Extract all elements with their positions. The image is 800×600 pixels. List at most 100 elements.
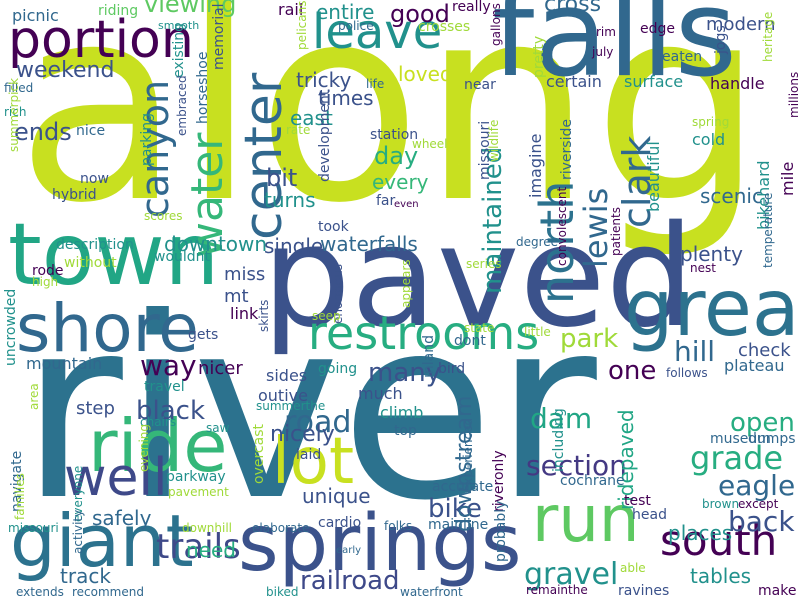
word-near: near: [464, 77, 496, 93]
word-turns: turns: [264, 188, 316, 212]
word-nest: nest: [690, 261, 716, 275]
word-shore: shore: [16, 290, 199, 367]
word-temperature: temperature: [761, 192, 775, 268]
word-early: early: [336, 545, 362, 556]
word-top: top: [394, 423, 417, 439]
word-good: good: [390, 0, 450, 28]
word-river: river: [20, 264, 597, 555]
word-road: road: [284, 405, 352, 440]
word-center: center: [234, 72, 294, 240]
word-edge: edge: [640, 21, 675, 37]
word-weekend: weekend: [16, 58, 115, 83]
word-area: area: [27, 383, 41, 410]
word-pavement: pavement: [168, 485, 229, 499]
word-pelicans: pelicans: [295, 0, 309, 50]
word-rim: rim: [596, 25, 616, 39]
word-hill: hill: [674, 335, 716, 368]
word-viewing: viewing: [144, 0, 237, 18]
word-safely: safely: [92, 506, 152, 530]
word-recommend: recommend: [72, 585, 144, 599]
word-railroad: railroad: [300, 566, 400, 596]
word-filled: filled: [4, 81, 34, 95]
word-climb: climb: [380, 403, 424, 422]
word-without: without: [64, 255, 117, 271]
word-embraced: embraced: [175, 75, 189, 136]
word-description: description: [56, 237, 134, 253]
word-outive: outive: [258, 386, 308, 405]
word-overcast: overcast: [251, 424, 267, 484]
word-back: back: [728, 505, 795, 538]
word-along: along: [16, 0, 765, 262]
word-wheel: wheel: [412, 137, 448, 151]
word-miss: miss: [224, 264, 266, 285]
word-dont: dont: [454, 333, 486, 349]
word-test: test: [624, 493, 651, 509]
word-convolescent: convolescent: [555, 186, 569, 266]
word-seep: seep: [312, 309, 341, 323]
word-evening: evening: [137, 423, 151, 472]
word-step: step: [76, 398, 115, 419]
word-little: little: [524, 325, 551, 339]
word-surface: surface: [624, 72, 684, 91]
word-check: check: [738, 340, 791, 361]
word-gallons: gallons: [489, 3, 503, 46]
word-handle: handle: [710, 74, 765, 93]
word-far: far: [376, 193, 396, 209]
word-able: able: [620, 561, 646, 575]
word-july: july: [592, 45, 614, 59]
word-times: times: [318, 86, 374, 110]
word-bit: bit: [266, 164, 298, 192]
word-horseshoe: horseshoe: [195, 51, 211, 124]
word-downtown: downtown: [164, 232, 268, 256]
word-grade: grade: [690, 439, 784, 477]
word-police: police: [338, 19, 374, 33]
word-elaborate: elaborate: [252, 521, 310, 535]
word-station: station: [370, 127, 419, 143]
word-mt: mt: [224, 286, 249, 307]
word-follows: follows: [666, 366, 708, 380]
word-south: south: [660, 516, 778, 565]
word-except: except: [738, 497, 779, 511]
word-spring: spring: [692, 115, 730, 129]
word-patients: patients: [609, 207, 623, 256]
word-modern: modern: [706, 14, 776, 35]
word-inland: inland: [421, 335, 437, 378]
word-sides: sides: [266, 366, 308, 385]
word-ends: ends: [14, 118, 72, 146]
word-summerpick: summerpick: [7, 77, 21, 152]
word-laid: laid: [296, 447, 322, 463]
word-certain: certain: [546, 72, 602, 91]
word-run: run: [532, 483, 640, 557]
word-mile: mile: [778, 161, 797, 196]
word-now: now: [80, 171, 109, 187]
word-town: town: [8, 205, 220, 305]
word-one: one: [608, 356, 657, 386]
word-downhill: downhill: [182, 521, 232, 535]
word-uncrowded: uncrowded: [3, 288, 19, 366]
word-saw: saw: [206, 421, 230, 435]
word-link: link: [230, 304, 259, 323]
word-portion: portion: [8, 10, 194, 70]
word-lot: lot: [272, 425, 355, 499]
word-folks: folks: [384, 519, 413, 533]
word-biked: biked: [266, 585, 299, 599]
word-falls: falls: [492, 0, 737, 104]
word-wildlife: wildlife: [487, 119, 501, 162]
word-crosses: crosses: [418, 19, 471, 35]
word-experienced: experienced: [461, 417, 475, 492]
word-places: places: [668, 521, 733, 545]
word-rate: rate: [286, 123, 311, 137]
word-lewis: lewis: [577, 187, 615, 268]
word-black: black: [136, 396, 206, 426]
word-cold: cold: [692, 130, 726, 149]
word-eaten: eaten: [662, 49, 703, 65]
word-museum: museum: [710, 431, 771, 447]
word-rail: rail: [278, 0, 304, 19]
word-well: well: [64, 448, 168, 508]
word-much: much: [358, 384, 403, 403]
word-life: life: [366, 77, 385, 91]
word-nice: nice: [76, 123, 106, 139]
word-plenty: plenty: [680, 242, 743, 266]
word-need: need: [186, 538, 236, 562]
